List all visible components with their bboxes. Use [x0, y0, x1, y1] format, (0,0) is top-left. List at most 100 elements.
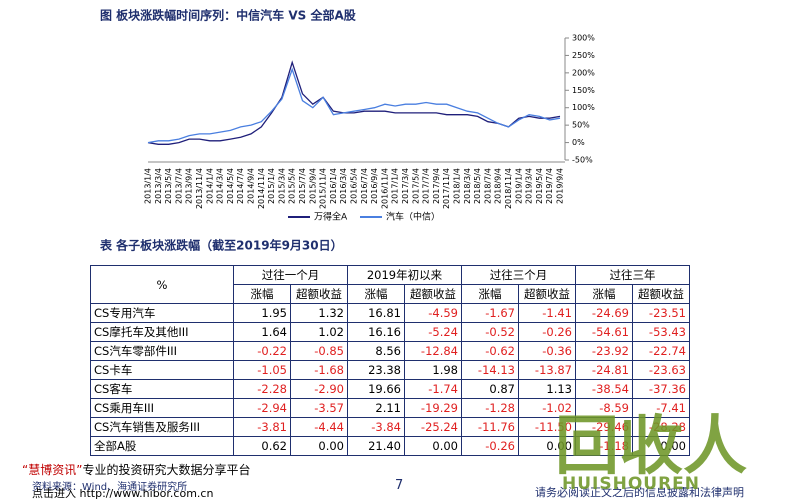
- x-tick-label: 2015/3/4: [277, 168, 286, 204]
- table-cell: 1.98: [404, 360, 462, 380]
- table-cell: -0.62: [461, 341, 519, 361]
- table-cell: -0.22: [233, 341, 291, 361]
- table-cell: 涨幅: [575, 284, 633, 304]
- y-tick-label: -50%: [572, 156, 593, 165]
- x-tick-label: 2015/9/4: [308, 168, 317, 204]
- link[interactable]: 点击进入 http://www.hibor.com.cn: [32, 487, 214, 500]
- x-tick-label: 2018/9/4: [494, 168, 503, 204]
- page-number: 7: [395, 478, 404, 493]
- table-cell: -54.61: [575, 322, 633, 342]
- table-cell: 1.32: [290, 303, 348, 323]
- table-title: 表 各子板块涨跌幅（截至2019年9月30日）: [99, 238, 343, 253]
- table-cell: 1.95: [233, 303, 291, 323]
- series-line: [147, 60, 561, 145]
- x-tick-label: 2018/3/4: [463, 168, 472, 204]
- x-tick-label: 2013/5/4: [164, 168, 173, 204]
- legend-label: 万得全A: [314, 211, 348, 223]
- x-tick-label: 2017/11/4: [442, 168, 451, 209]
- table-cell: -23.51: [632, 303, 690, 323]
- table-cell: 1.13: [518, 379, 576, 399]
- table-cell: -53.43: [632, 322, 690, 342]
- table-cell: 0.87: [461, 379, 519, 399]
- table-cell: -13.87: [518, 360, 576, 380]
- table-cell: 全部A股: [90, 436, 234, 456]
- table-cell: 0.00: [404, 436, 462, 456]
- table-cell: 0.00: [632, 436, 690, 456]
- table-cell: -1.05: [233, 360, 291, 380]
- table-cell: -0.26: [518, 322, 576, 342]
- table-cell: CS客车: [90, 379, 234, 399]
- x-tick-label: 2015/7/4: [298, 168, 307, 204]
- x-tick-label: 2014/7/4: [236, 168, 245, 204]
- table-cell: -29.46: [575, 417, 633, 437]
- x-tick-label: 2016/11/4: [380, 168, 389, 209]
- table-cell: 0.00: [290, 436, 348, 456]
- x-tick-label: 2013/3/4: [154, 168, 163, 204]
- data-table: % 过往一个月 2019年初以来 过往三个月 过往三年 涨幅 超额收益 涨幅 超额收益 涨幅 超额收…: [90, 265, 690, 456]
- x-tick-label: 2013/9/4: [185, 168, 194, 204]
- y-tick-label: 0%: [572, 138, 585, 147]
- table-cell: -37.36: [632, 379, 690, 399]
- x-tick-label: 2019/9/4: [556, 168, 565, 204]
- table-cell: -4.59: [404, 303, 462, 323]
- table-cell: -23.92: [575, 341, 633, 361]
- x-tick-label: 2015/1/4: [267, 168, 276, 204]
- x-tick-label: 2019/5/4: [535, 168, 544, 204]
- table-cell: -3.84: [347, 417, 405, 437]
- table-cell: -19.29: [404, 398, 462, 418]
- y-tick-label: 250%: [572, 51, 595, 60]
- x-tick-label: 2014/1/4: [205, 168, 214, 204]
- table-cell: -1.41: [518, 303, 576, 323]
- chart-title: 图 板块涨跌幅时间序列：中信汽车 VS 全部A股: [100, 8, 357, 23]
- table-cell: -5.24: [404, 322, 462, 342]
- table-cell: -2.28: [233, 379, 291, 399]
- table-cell: -12.84: [404, 341, 462, 361]
- x-tick-label: 2016/7/4: [360, 168, 369, 204]
- table-cell: -25.24: [404, 417, 462, 437]
- x-tick-label: 2015/5/4: [288, 168, 297, 204]
- table-cell: 涨幅: [233, 284, 291, 304]
- table-cell: -0.36: [518, 341, 576, 361]
- table-cell: 超额收益: [632, 284, 690, 304]
- y-tick-label: 50%: [572, 121, 590, 130]
- table-cell: -1.28: [461, 398, 519, 418]
- table-cell: 19.66: [347, 379, 405, 399]
- series-line: [147, 67, 561, 144]
- x-tick-label: 2014/3/4: [216, 168, 225, 204]
- table-cell: 16.81: [347, 303, 405, 323]
- table-cell: 21.40: [347, 436, 405, 456]
- table-cell: 过往三个月: [461, 265, 576, 285]
- table-cell: -3.81: [233, 417, 291, 437]
- x-tick-label: 2014/11/4: [257, 168, 266, 209]
- table-cell: -4.44: [290, 417, 348, 437]
- table-cell: -24.69: [575, 303, 633, 323]
- table-cell: CS汽车零部件III: [90, 341, 234, 361]
- table-cell: 涨幅: [347, 284, 405, 304]
- table-cell: 超额收益: [404, 284, 462, 304]
- x-tick-label: 2018/7/4: [483, 168, 492, 204]
- y-tick-label: 100%: [572, 103, 595, 112]
- x-tick-label: 2016/9/4: [370, 168, 379, 204]
- table-cell: -7.41: [632, 398, 690, 418]
- x-tick-label: 2019/7/4: [545, 168, 554, 204]
- table-cell: -23.63: [632, 360, 690, 380]
- table-cell: -1.67: [461, 303, 519, 323]
- x-tick-label: 2017/5/4: [411, 168, 420, 204]
- y-tick-label: 200%: [572, 68, 595, 77]
- table-cell: CS专用汽车: [90, 303, 234, 323]
- table-cell: 超额收益: [290, 284, 348, 304]
- table-cell: 8.56: [347, 341, 405, 361]
- table-cell: CS摩托车及其他III: [90, 322, 234, 342]
- x-tick-label: 2013/7/4: [174, 168, 183, 204]
- x-tick-label: 2019/3/4: [525, 168, 534, 204]
- x-tick-label: 2014/5/4: [226, 168, 235, 204]
- x-tick-label: 2016/1/4: [329, 168, 338, 204]
- table-cell: -1.74: [404, 379, 462, 399]
- watermark-logo: 回收人: [555, 410, 747, 484]
- x-tick-label: 2018/11/4: [504, 168, 513, 209]
- table-cell: -14.13: [461, 360, 519, 380]
- x-tick-label: 2018/1/4: [453, 168, 462, 204]
- x-tick-label: 2014/9/4: [247, 168, 256, 204]
